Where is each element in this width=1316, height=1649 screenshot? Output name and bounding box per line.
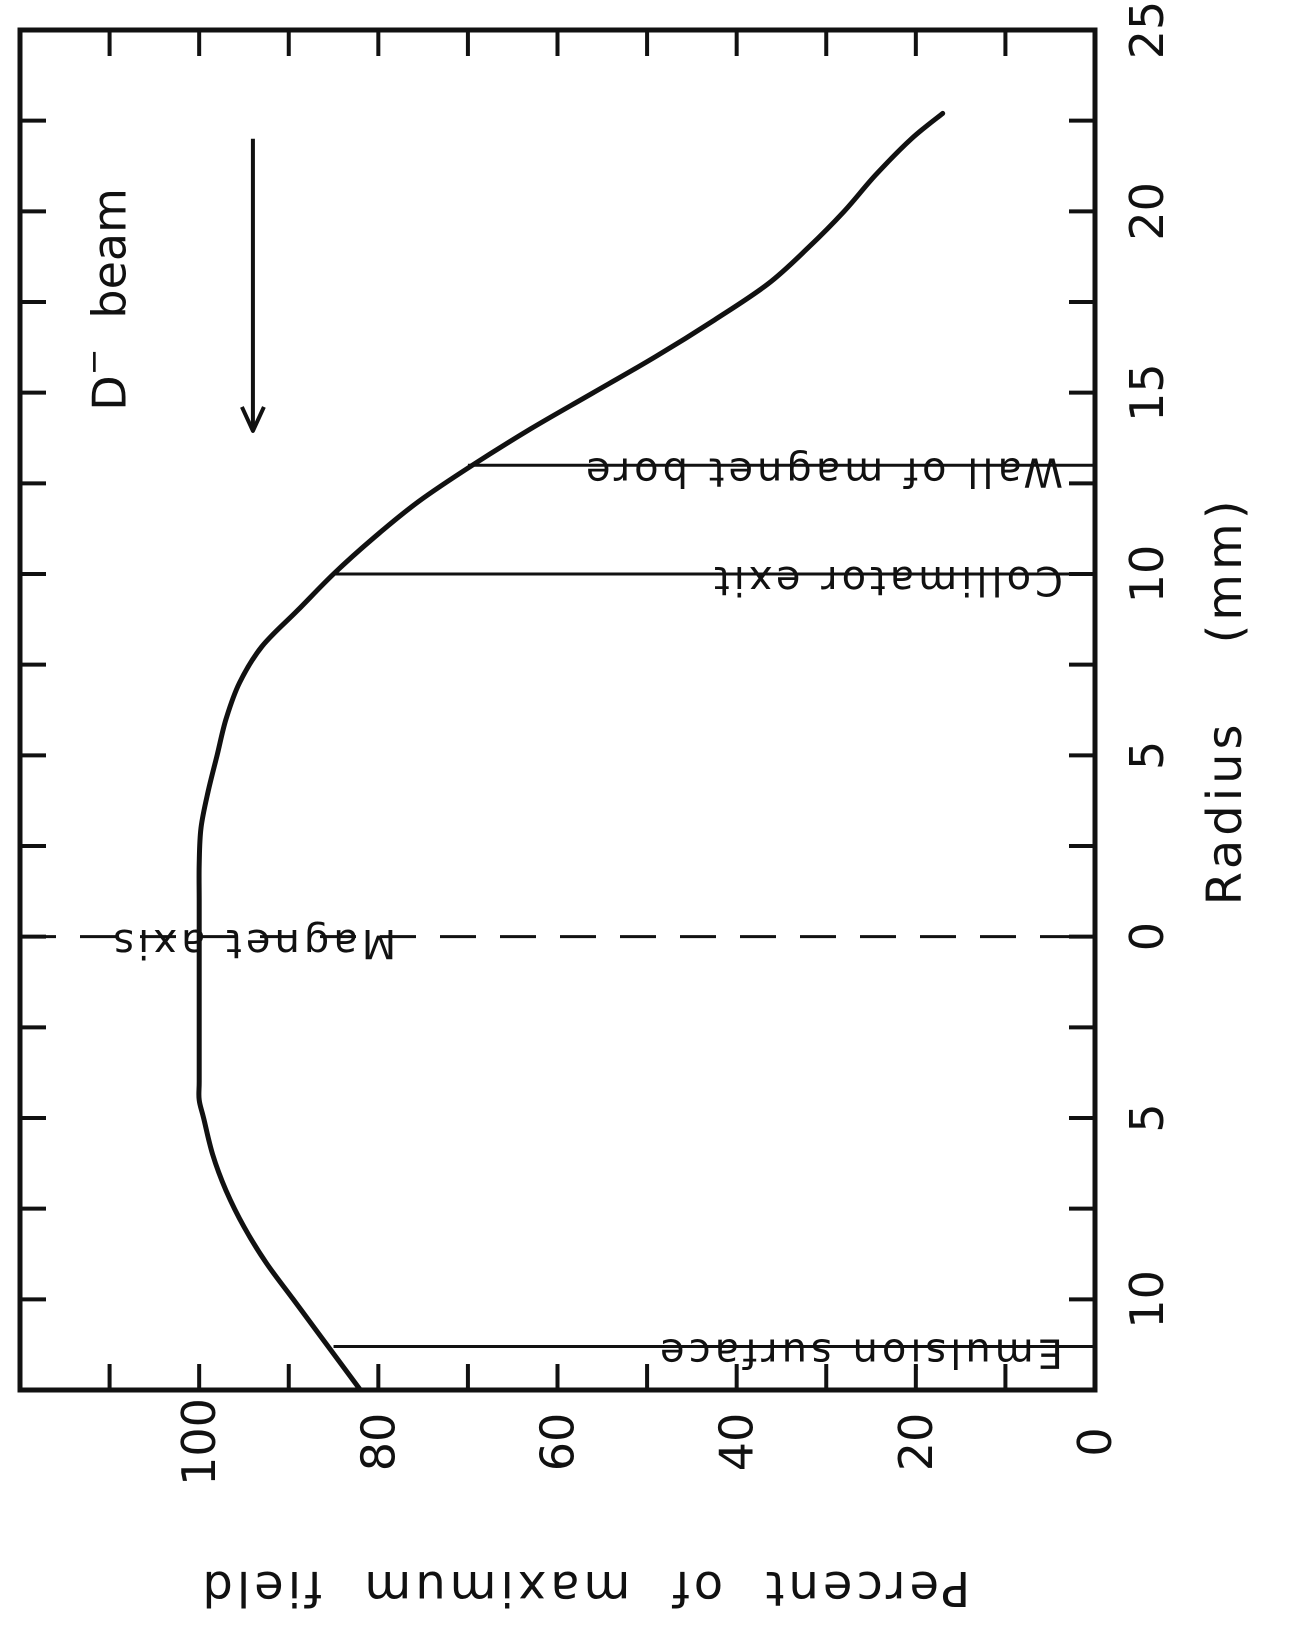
axis-titles: Radius (mm) Percent of maximum field: [198, 496, 1253, 1616]
reference-line-label: Collimator exit: [710, 557, 1063, 603]
y-tick-label: 80: [351, 1413, 405, 1472]
beam-annotation: D−beam: [75, 138, 266, 433]
x-tick-label: 25: [1120, 1, 1174, 60]
x-tick-label: 5: [1120, 1103, 1174, 1132]
field-line: [196, 110, 946, 1393]
axis-ticks: [20, 30, 1095, 1390]
y-tick-label: 60: [531, 1413, 585, 1472]
reference-lines: Emulsion surface Magnet axis Collimator ex…: [20, 448, 1095, 1376]
plot-frame: [17, 27, 1098, 1393]
x-tick-label: 10: [1120, 545, 1174, 604]
field-curve: [196, 110, 946, 1393]
reference-line-label: Emulsion surface: [656, 1330, 1063, 1376]
x-tick-labels: 10 5 0 5 10 15 20 25: [1120, 1, 1174, 1329]
reference-line-label: Magnet axis: [109, 920, 396, 966]
beam-arrow-head: [240, 406, 266, 433]
plot-border: [17, 27, 1098, 1393]
y-tick-label: 20: [889, 1413, 943, 1472]
x-tick-label: 0: [1120, 922, 1174, 951]
y-tick-label: 40: [710, 1413, 764, 1472]
beam-label: D−beam: [75, 188, 137, 411]
x-tick-label: 15: [1120, 363, 1174, 422]
y-tick-label: 100: [172, 1398, 226, 1486]
y-axis-title: Percent of maximum field: [198, 1560, 970, 1616]
x-tick-label: 20: [1120, 182, 1174, 241]
y-tick-label: 0: [1068, 1427, 1122, 1456]
reference-line-label: Wall of magnet bore: [582, 448, 1063, 494]
x-tick-label: 5: [1120, 741, 1174, 770]
x-tick-label: 10: [1120, 1270, 1174, 1329]
y-tick-labels: 0 20 40 60 80 100: [172, 1398, 1122, 1486]
x-axis-title: Radius (mm): [1197, 496, 1253, 905]
